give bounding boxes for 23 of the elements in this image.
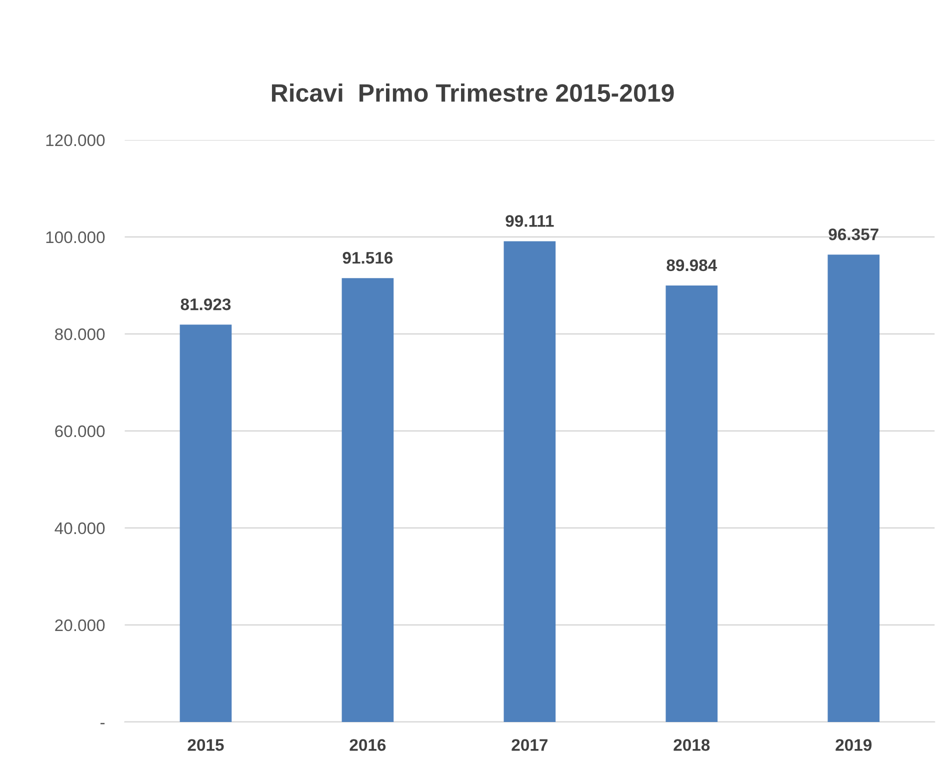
x-tick-label: 2015 (188, 739, 224, 751)
y-tick-label: 100.000 (46, 231, 105, 244)
data-label: 91.516 (342, 252, 393, 264)
bar (828, 254, 880, 722)
x-tick-label: 2018 (674, 739, 710, 751)
x-tick-label: 2019 (836, 739, 872, 751)
x-tick-label: 2017 (512, 739, 548, 751)
chart-title: Ricavi Primo Trimestre 2015-2019 (272, 83, 674, 102)
bar (342, 278, 394, 722)
y-tick-label: 20.000 (55, 619, 105, 632)
bar (666, 286, 718, 722)
bar (180, 324, 232, 722)
y-tick-label: 40.000 (54, 522, 105, 534)
data-label: 96.357 (828, 228, 878, 240)
data-label: 89.984 (666, 259, 718, 272)
bar (504, 241, 556, 722)
data-label: 99.111 (506, 215, 554, 227)
y-tick-label: 60.000 (55, 425, 105, 438)
y-tick-label: - (100, 722, 105, 724)
y-tick-label: 120.000 (46, 134, 105, 146)
y-tick-label: 80.000 (55, 328, 105, 340)
x-tick-label: 2016 (350, 739, 386, 751)
data-label: 81.923 (180, 298, 231, 310)
